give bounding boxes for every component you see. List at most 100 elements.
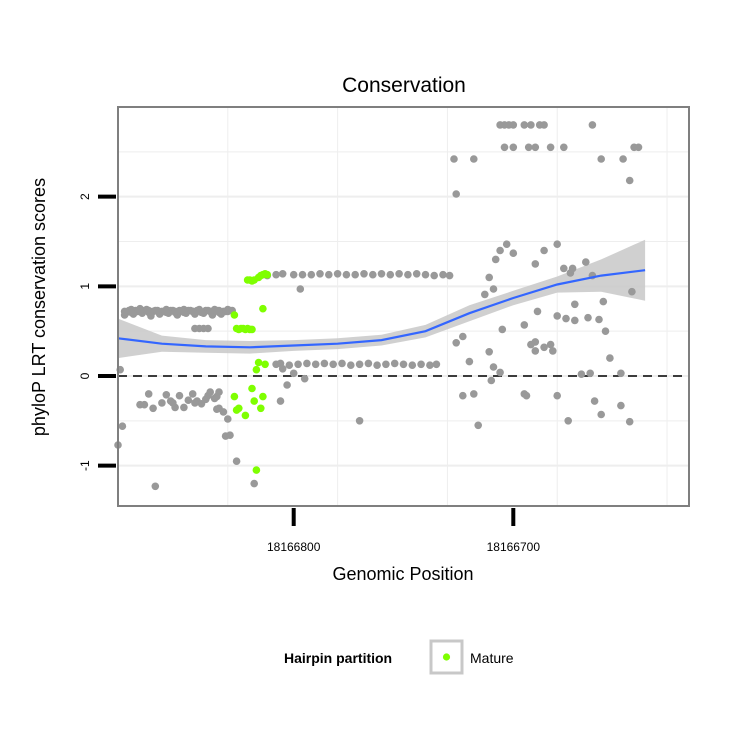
data-point [584,313,592,322]
data-point [369,270,377,279]
smooth-trend-line [117,269,646,349]
data-point [197,308,206,317]
data-point [184,396,193,405]
x-axis: 18166800 18166700 [267,508,540,554]
data-point [296,285,305,293]
data-point [527,121,535,129]
data-point [524,143,533,152]
data-point [540,121,548,129]
data-point [571,300,579,309]
legend-title: Hairpin partition [284,650,392,666]
mature-point [263,270,272,279]
data-point [232,457,241,466]
y-axis: -1 0 1 2 [78,193,116,471]
data-point [153,307,162,316]
data-point [489,285,498,293]
data-point [498,325,507,334]
data-point [412,270,421,278]
data-point [500,143,509,152]
data-point [386,270,395,279]
data-point [496,246,504,255]
data-point [355,417,364,425]
data-point [465,357,474,366]
data-point [283,381,291,389]
mature-point [261,360,269,369]
data-point [421,270,430,279]
legend-label-mature: Mature [470,650,514,666]
data-point [390,359,399,368]
data-point [459,391,467,400]
data-point [303,359,311,368]
data-point [140,400,149,409]
chart-title: Conservation [342,74,466,97]
scatter-points [114,121,643,491]
data-point [628,287,636,296]
data-point [520,321,529,329]
plot-panel [118,107,689,506]
data-point [144,308,153,317]
data-point [298,270,307,279]
data-point [316,270,324,278]
data-point [191,399,199,407]
data-point [325,270,333,279]
mature-point [235,404,243,413]
data-point [597,410,605,419]
data-point [144,390,153,398]
x-tick-label: 18166700 [487,540,541,554]
data-point [404,270,412,279]
data-point [162,391,171,399]
data-point [553,240,561,248]
data-point [509,249,518,257]
data-point [588,121,597,129]
data-point [617,401,625,410]
data-point [289,369,298,378]
data-point [285,361,294,370]
data-point [294,360,302,369]
data-point [355,360,364,369]
data-point [151,482,160,491]
mature-point [241,411,250,420]
legend: Hairpin partition Mature [284,639,514,675]
data-point [485,348,494,356]
data-point [395,270,403,278]
x-tick-label: 18166800 [267,540,321,554]
data-point [171,307,179,316]
data-point [522,391,531,400]
data-point [470,390,478,398]
data-point [180,403,188,412]
y-tick-label: -1 [78,460,92,471]
data-point [278,365,287,373]
data-point [250,479,258,488]
legend-key-mature-dot [442,653,451,661]
mature-point [248,384,256,393]
data-point [496,368,504,377]
data-point [502,240,511,248]
x-axis-title: Genomic Position [332,564,473,584]
data-point [360,270,368,278]
data-point [118,422,127,431]
data-point [586,369,594,378]
data-point [329,360,338,369]
data-point [546,143,555,152]
data-point [382,360,390,369]
data-point [206,388,214,396]
data-point [549,347,557,355]
data-point [452,190,461,198]
y-tick-label: 2 [78,193,92,200]
data-point [342,270,351,279]
data-point [564,417,572,425]
mature-point [250,397,258,405]
data-point [553,391,561,400]
data-point [577,370,586,379]
data-point [432,360,441,369]
data-point [278,270,287,278]
data-point [625,417,634,426]
mature-point [248,325,256,334]
data-point [617,369,625,378]
data-point [430,271,439,280]
data-point [373,361,381,370]
data-point [531,260,540,268]
data-point [347,361,355,370]
data-point [568,264,577,273]
data-point [540,246,548,255]
